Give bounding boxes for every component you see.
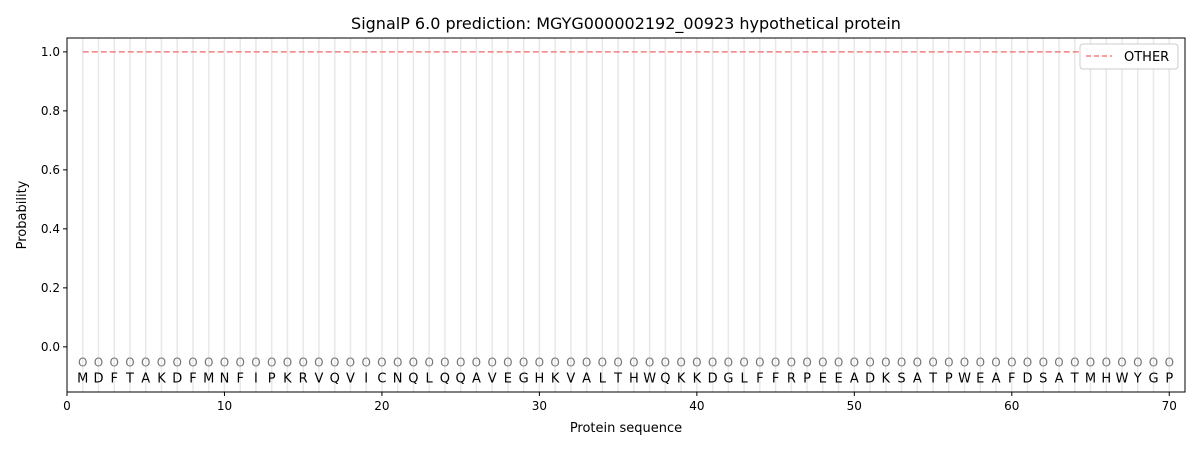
- residue-letter: G: [723, 372, 733, 387]
- residue-letter: G: [1148, 372, 1158, 387]
- residue-letter: H: [629, 372, 639, 387]
- residue-letter: I: [364, 372, 368, 387]
- x-tick-label: 20: [374, 399, 389, 413]
- residue-letter: M: [203, 372, 214, 387]
- residue-letter: T: [613, 372, 622, 387]
- predicted-labels: OOOOOOOOOOOOOOOOOOOOOOOOOOOOOOOOOOOOOOOO…: [78, 356, 1174, 370]
- residue-letter: P: [803, 372, 811, 387]
- y-tick-label: 0.2: [41, 281, 60, 295]
- residue-letter: V: [566, 372, 575, 387]
- residue-letter: A: [992, 372, 1001, 387]
- residue-letter: A: [472, 372, 481, 387]
- residue-letter: S: [1039, 372, 1047, 387]
- residue-letter: K: [551, 372, 560, 387]
- residue-letter: V: [346, 372, 355, 387]
- residue-letter: F: [1008, 372, 1015, 387]
- residue-letter: C: [377, 372, 386, 387]
- residue-letter: D: [93, 372, 103, 387]
- y-tick-label: 0.6: [41, 163, 60, 177]
- x-tick-label: 50: [847, 399, 862, 413]
- y-tick-label: 0.4: [41, 222, 60, 236]
- residue-letter: E: [819, 372, 827, 387]
- residue-letter: F: [756, 372, 763, 387]
- residue-letter: V: [488, 372, 497, 387]
- residue-letter: E: [976, 372, 984, 387]
- residue-letter: T: [125, 372, 134, 387]
- residue-letter: K: [157, 372, 166, 387]
- residue-letter: L: [426, 372, 434, 387]
- residue-letter: Q: [330, 372, 340, 387]
- y-tick-label: 0.8: [41, 104, 60, 118]
- residue-letter: W: [958, 372, 971, 387]
- residue-letter: W: [643, 372, 656, 387]
- legend-box: [1079, 43, 1179, 70]
- residue-letter: Q: [660, 372, 670, 387]
- x-tick-label: 30: [532, 399, 547, 413]
- residue-letter: A: [1055, 372, 1064, 387]
- residue-letter: I: [254, 372, 258, 387]
- y-tick-label: 0.0: [41, 340, 60, 354]
- residue-letter: P: [1165, 372, 1173, 387]
- residue-letter: A: [141, 372, 150, 387]
- chart-title: SignalP 6.0 prediction: MGYG000002192_00…: [351, 14, 901, 34]
- residue-letter: D: [1023, 372, 1033, 387]
- residue-letter: K: [882, 372, 891, 387]
- residue-letter: T: [928, 372, 937, 387]
- residue-letter: Q: [440, 372, 450, 387]
- legend-label-other: OTHER: [1124, 50, 1169, 65]
- residue-letter: A: [582, 372, 591, 387]
- x-axis-label: Protein sequence: [570, 421, 682, 436]
- residue-letter: Q: [456, 372, 466, 387]
- residue-letter: F: [110, 372, 117, 387]
- residue-letter: L: [740, 372, 748, 387]
- residue-letter: F: [189, 372, 196, 387]
- residue-letter: H: [535, 372, 545, 387]
- x-tick-label: 0: [63, 399, 71, 413]
- residue-letter: Q: [408, 372, 418, 387]
- residue-letter: N: [393, 372, 403, 387]
- x-tick-label: 60: [1004, 399, 1019, 413]
- residue-letter: Y: [1133, 372, 1142, 387]
- residue-letter: D: [172, 372, 182, 387]
- residue-letter: A: [913, 372, 922, 387]
- residue-letter: R: [787, 372, 796, 387]
- residue-letter: H: [1101, 372, 1111, 387]
- residue-letter: M: [77, 372, 88, 387]
- residue-letter: M: [1085, 372, 1096, 387]
- x-tick-label: 70: [1162, 399, 1177, 413]
- legend: OTHER: [1079, 43, 1179, 70]
- residue-letter: L: [599, 372, 607, 387]
- residue-letter: N: [220, 372, 230, 387]
- residue-letter: S: [897, 372, 905, 387]
- residue-letter: P: [945, 372, 953, 387]
- residue-letter: T: [1070, 372, 1079, 387]
- residue-letter: W: [1116, 372, 1129, 387]
- y-tick-label: 1.0: [41, 45, 60, 59]
- residue-letter: E: [504, 372, 512, 387]
- residue-letter: K: [677, 372, 686, 387]
- residue-letter: D: [708, 372, 718, 387]
- residue-letter: P: [268, 372, 276, 387]
- plot-frame: [66, 37, 1186, 393]
- x-tick-label: 10: [217, 399, 232, 413]
- residue-letter: K: [693, 372, 702, 387]
- x-tick-label: 40: [689, 399, 704, 413]
- residue-letter: E: [834, 372, 842, 387]
- residue-letter: A: [850, 372, 859, 387]
- residue-letter: D: [865, 372, 875, 387]
- residue-letter: K: [283, 372, 292, 387]
- residue-letter: G: [519, 372, 529, 387]
- residue-letter: F: [236, 372, 243, 387]
- y-axis-label: Probability: [15, 180, 30, 249]
- residue-letter: F: [772, 372, 779, 387]
- residue-letter: V: [314, 372, 323, 387]
- residue-letter: R: [299, 372, 308, 387]
